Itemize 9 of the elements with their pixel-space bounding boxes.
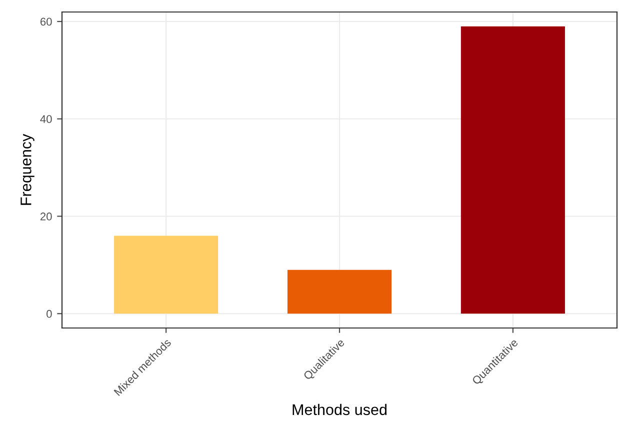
y-tick-label: 0 [46,310,52,318]
x-axis-title: Methods used [292,404,387,416]
y-tick-label: 40 [40,115,52,124]
y-tick-label: 60 [40,18,52,26]
y-tick-label: 20 [40,212,52,220]
bar [287,270,392,314]
y-axis-title: Frequency [20,134,34,205]
bar [114,236,218,314]
bar [460,26,565,314]
